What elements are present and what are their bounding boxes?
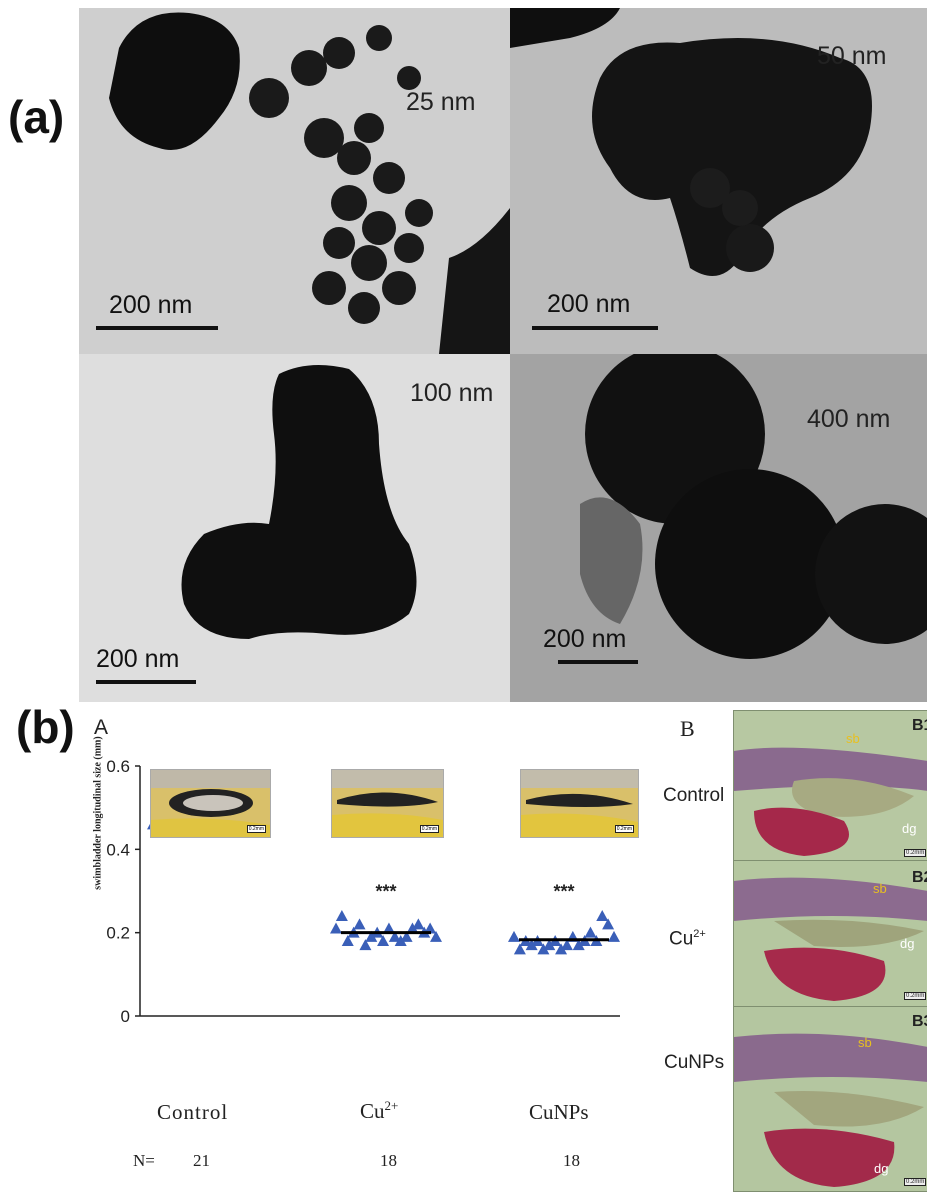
n-label: N= — [133, 1151, 155, 1170]
histology-label-control: Control — [663, 785, 725, 806]
hist-cu-sup: 2+ — [693, 928, 706, 940]
fish-scale-label: 0.2mm — [419, 825, 439, 833]
dg-label: dg — [900, 936, 915, 951]
histology-tag: B3 — [912, 1013, 927, 1030]
histology-scale: 0.2mm — [904, 849, 927, 857]
data-point — [424, 922, 437, 934]
scale-bar-label: 200 nm — [547, 290, 631, 318]
scale-bar — [558, 660, 638, 664]
data-point — [335, 910, 348, 921]
histology-image-b1: B1 sb dg 0.2mm — [733, 710, 927, 862]
data-point — [400, 930, 413, 942]
scale-bar — [532, 326, 658, 330]
data-point — [430, 930, 442, 942]
fish-photo — [521, 770, 638, 837]
subpanel-b-label: B — [680, 716, 695, 741]
particle-micrograph — [510, 354, 927, 702]
data-point — [525, 939, 538, 951]
fish-photo-control: 0.2mm — [150, 769, 271, 838]
tem-size-label: 25 nm — [406, 88, 476, 116]
data-point — [382, 922, 395, 934]
fish-scale-label: 0.2mm — [246, 825, 266, 833]
data-point — [341, 935, 354, 946]
data-point — [602, 918, 615, 930]
fish-photo-cu: 0.2mm — [331, 769, 444, 838]
data-point — [608, 930, 620, 942]
y-tick-label: 0.2 — [106, 924, 130, 943]
y-tick-label: 0.4 — [106, 840, 130, 859]
histology-section — [734, 861, 927, 1007]
y-axis-label-wrap: swimbladder longitudinal size (mm) — [84, 736, 112, 889]
dg-label: dg — [902, 821, 917, 836]
histology-scale: 0.2mm — [904, 1178, 927, 1186]
cu-sup: 2+ — [384, 1098, 399, 1113]
scale-bar-label: 200 nm — [543, 625, 627, 653]
y-tick-label: 0 — [121, 1007, 130, 1026]
significance-label: *** — [375, 881, 396, 901]
data-point — [377, 935, 390, 946]
significance-label: *** — [553, 881, 574, 901]
histology-tag: B2 — [912, 869, 927, 886]
data-point — [406, 922, 419, 934]
tem-image-50nm: 50 nm 200 nm — [510, 8, 927, 354]
data-point — [572, 939, 585, 951]
group-label-cunps: CuNPs — [529, 1100, 589, 1124]
panel-b-label: (b) — [16, 701, 75, 753]
data-point — [537, 943, 550, 955]
tem-size-label: 50 nm — [817, 42, 887, 70]
histology-image-b3: B3 sb dg 0.2mm — [733, 1006, 927, 1192]
tem-image-100nm: 100 nm 200 nm — [79, 354, 510, 702]
data-point — [513, 943, 526, 955]
data-point — [412, 918, 425, 930]
group-label-control: Control — [157, 1100, 229, 1124]
data-point — [543, 939, 556, 951]
cu-base: Cu — [360, 1099, 385, 1123]
data-point — [330, 922, 342, 934]
data-point — [365, 930, 378, 942]
data-point — [353, 918, 366, 930]
fish-photo — [151, 770, 270, 837]
tem-size-label: 100 nm — [410, 379, 494, 407]
sb-label: sb — [858, 1035, 872, 1050]
particle-micrograph — [79, 8, 510, 354]
tem-image-400nm: 400 nm 200 nm — [510, 354, 927, 702]
histology-section — [734, 1007, 927, 1191]
y-axis-label: swimbladder longitudinal size (mm) — [92, 736, 104, 890]
scale-bar — [96, 326, 218, 330]
sb-label: sb — [873, 881, 887, 896]
hist-cu-base: Cu — [669, 928, 694, 950]
histology-label-cunps: CuNPs — [664, 1052, 725, 1073]
fish-scale-label: 0.2mm — [614, 825, 634, 833]
tem-image-25nm: 25 nm 200 nm — [79, 8, 510, 354]
data-point — [508, 930, 520, 942]
sb-label: sb — [846, 731, 860, 746]
histology-scale: 0.2mm — [904, 992, 927, 1000]
y-tick-label: 0.6 — [106, 757, 130, 776]
n-value-control: 21 — [193, 1151, 210, 1170]
scale-bar-label: 200 nm — [96, 645, 180, 673]
subpanel-a-label: A — [94, 716, 109, 739]
data-point — [596, 910, 609, 921]
panel-a-label: (a) — [8, 91, 65, 143]
data-point — [394, 935, 407, 946]
data-point — [560, 939, 573, 951]
data-point — [555, 943, 568, 955]
histology-image-b2: B2 sb dg 0.2mm — [733, 860, 927, 1008]
n-value-cu: 18 — [380, 1151, 397, 1170]
dg-label: dg — [874, 1161, 889, 1176]
particle-micrograph — [510, 8, 927, 354]
n-value-cunps: 18 — [563, 1151, 580, 1170]
fish-photo-cunps: 0.2mm — [520, 769, 639, 838]
scale-bar — [96, 680, 196, 684]
data-point — [359, 939, 372, 951]
histology-label-cu: Cu2+ — [669, 928, 706, 950]
scale-bar-label: 200 nm — [109, 291, 193, 319]
particle-micrograph — [79, 354, 510, 702]
data-point — [388, 930, 401, 942]
data-point — [584, 926, 597, 938]
histology-tag: B1 — [912, 717, 927, 734]
tem-size-label: 400 nm — [807, 405, 891, 433]
group-label-cu: Cu2+ — [360, 1098, 398, 1124]
histology-section — [734, 711, 927, 861]
